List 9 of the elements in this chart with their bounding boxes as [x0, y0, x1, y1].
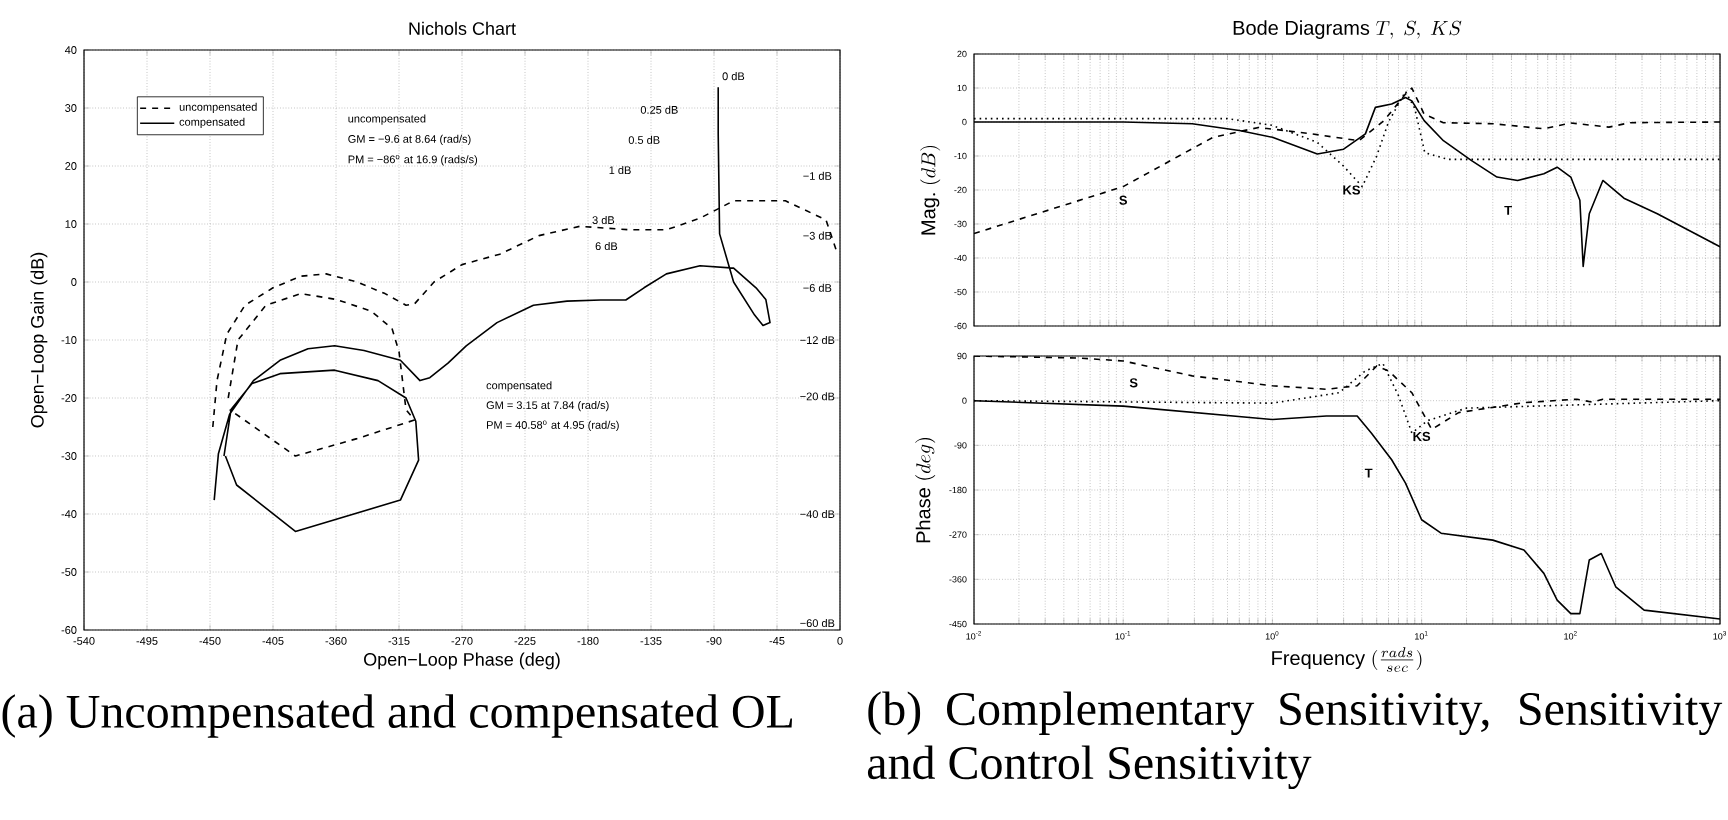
- x-axis-title: Open−Loop Phase (deg): [364, 652, 560, 670]
- text: (a) Uncompensated and compensated OL: [2, 694, 793, 738]
- y-axis-title: $\mathrm{Phase}\ (deg)$: [915, 438, 936, 543]
- x-axis-title: $\mathrm{Frequency}\ (\frac{rads}{sec})$: [1272, 647, 1422, 672]
- text: (b) Complementary Sensitivity, Sensitivity and Control Sensitivity: [867, 691, 1723, 790]
- chart-title: $\mathrm{Bode\ Diagrams}\ T,\ S,\ KS$: [1233, 20, 1462, 39]
- y-axis-title: $\mathrm{Mag.}\ (dB)$: [920, 145, 941, 235]
- chart-title: Nichols Chart: [409, 21, 516, 35]
- y-axis-title: Open−Loop Gain (dB): [30, 252, 48, 428]
